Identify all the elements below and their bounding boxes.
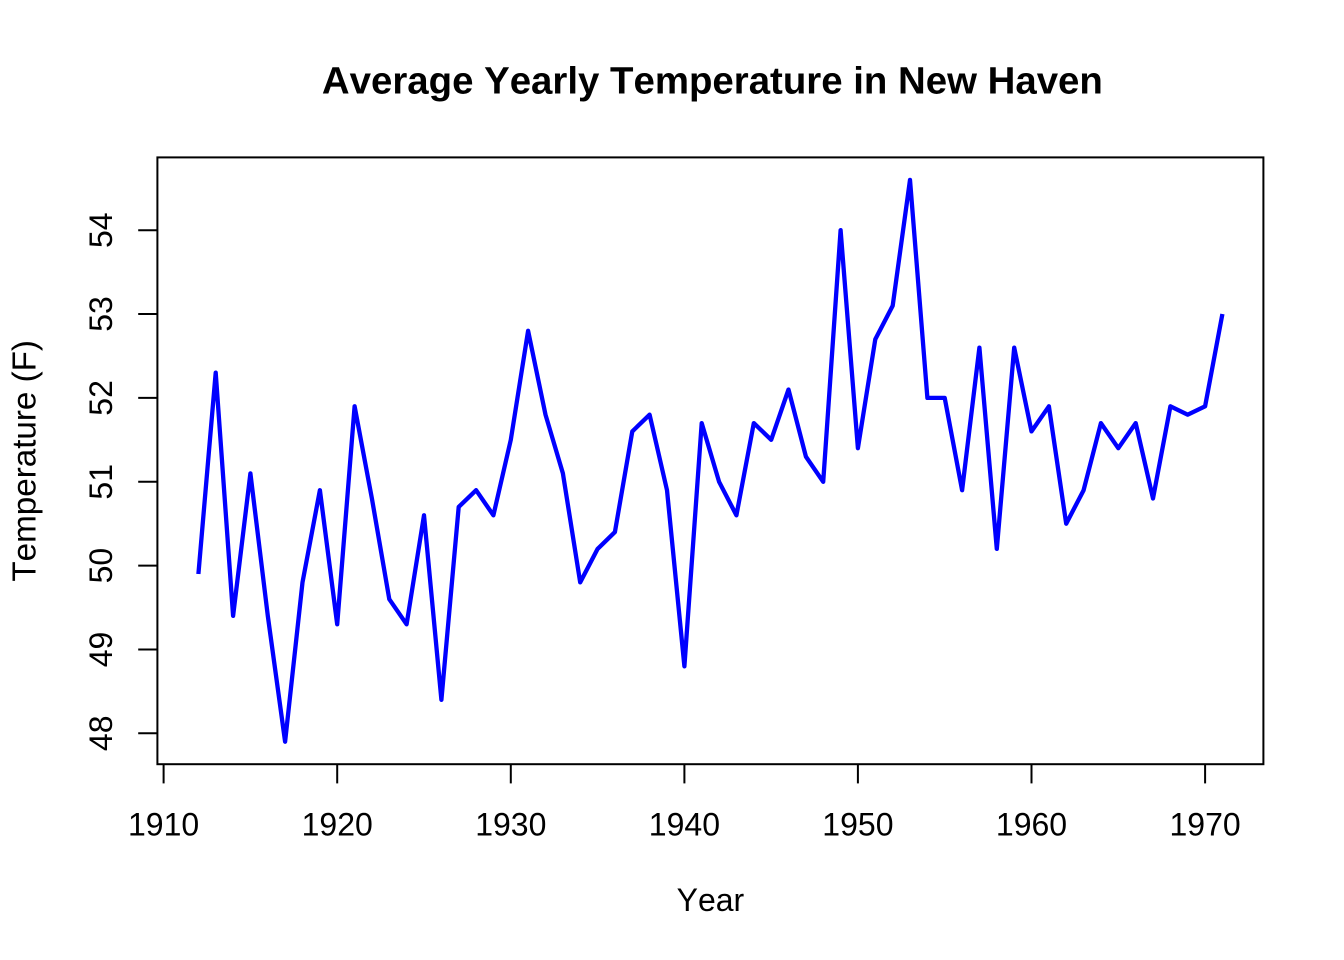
svg-text:Year: Year (677, 882, 745, 918)
svg-text:Temperature (F): Temperature (F) (7, 340, 44, 582)
svg-text:1970: 1970 (1170, 806, 1241, 842)
svg-text:1960: 1960 (996, 806, 1067, 842)
svg-text:Average Yearly Temperature in: Average Yearly Temperature in New Haven (322, 59, 1103, 102)
svg-text:48: 48 (83, 716, 119, 752)
svg-text:53: 53 (83, 296, 119, 332)
svg-text:1920: 1920 (302, 806, 373, 842)
svg-text:51: 51 (83, 464, 119, 500)
svg-text:1910: 1910 (128, 806, 199, 842)
svg-text:54: 54 (83, 212, 119, 248)
svg-text:1950: 1950 (822, 806, 893, 842)
svg-text:50: 50 (83, 548, 119, 584)
svg-text:1930: 1930 (475, 806, 546, 842)
svg-text:1940: 1940 (649, 806, 720, 842)
svg-text:52: 52 (83, 380, 119, 416)
svg-text:49: 49 (83, 632, 119, 668)
